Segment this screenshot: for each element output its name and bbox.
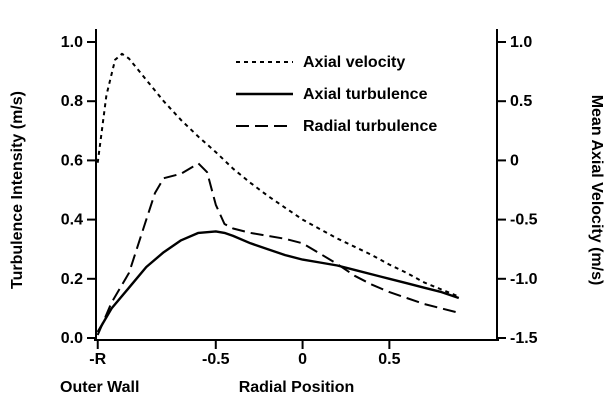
y-left-tick-label: 0.8 bbox=[61, 93, 83, 110]
y-left-tick-label: 0.4 bbox=[61, 212, 83, 229]
x-tick-label: -0.5 bbox=[202, 351, 230, 368]
series-line-axial-turbulence bbox=[96, 230, 460, 333]
y-right-axis-title: Mean Axial Velocity (m/s) bbox=[588, 95, 605, 286]
legend-entry-axial-velocity: Axial velocity bbox=[236, 54, 405, 71]
axes bbox=[87, 29, 506, 349]
series-line-axial-velocity bbox=[96, 52, 460, 298]
y-left-tick-label: 0.0 bbox=[61, 330, 83, 347]
legend: Axial velocity Axial turbulence Radial tur… bbox=[236, 54, 437, 135]
legend-entry-axial-turbulence: Axial turbulence bbox=[236, 86, 428, 103]
legend-label: Axial turbulence bbox=[303, 86, 428, 103]
y-right-tick-label: -1.0 bbox=[510, 271, 538, 288]
y-right-tick-label: -1.5 bbox=[510, 330, 538, 347]
x-tick-label: 0.5 bbox=[378, 351, 400, 368]
x-tick-label: 0 bbox=[298, 351, 307, 368]
series-line-radial-turbulence bbox=[96, 162, 460, 336]
x-axis-title: Radial Position bbox=[239, 379, 355, 396]
y-right-tick-label: 0 bbox=[510, 152, 519, 169]
y-left-tick-label: 0.2 bbox=[61, 271, 83, 288]
legend-label: Radial turbulence bbox=[303, 118, 437, 135]
y-right-tick-label: 0.5 bbox=[510, 93, 532, 110]
y-right-tick-label: 1.0 bbox=[510, 34, 532, 51]
y-right-tick-label: -0.5 bbox=[510, 212, 538, 229]
outer-wall-label: Outer Wall bbox=[60, 379, 139, 396]
y-left-axis-title: Turbulence Intensity (m/s) bbox=[9, 91, 26, 289]
legend-label: Axial velocity bbox=[303, 54, 405, 71]
x-tick-label: -R bbox=[89, 351, 106, 368]
y-left-tick-label: 0.6 bbox=[61, 152, 83, 169]
y-left-tick-label: 1.0 bbox=[61, 34, 83, 51]
legend-entry-radial-turbulence: Radial turbulence bbox=[236, 118, 437, 135]
